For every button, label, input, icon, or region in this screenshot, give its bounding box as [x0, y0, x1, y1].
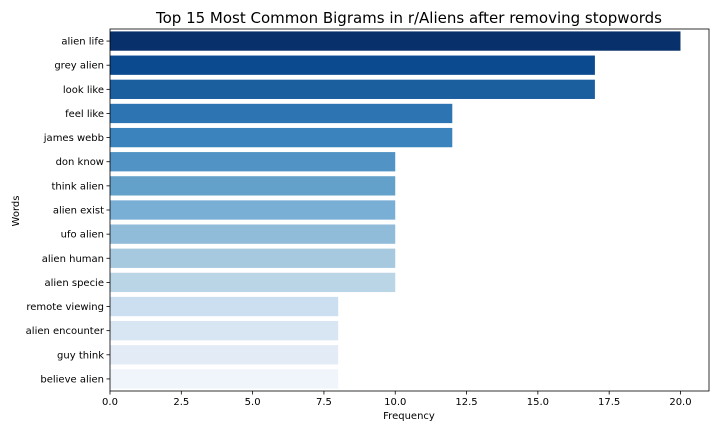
y-tick-label: don know: [56, 157, 104, 168]
bar: [110, 200, 396, 220]
x-tick-label: 10.0: [384, 397, 406, 408]
y-tick-label: ufo alien: [61, 230, 104, 241]
bar: [110, 152, 396, 172]
bar: [110, 345, 339, 365]
y-tick-label: alien exist: [53, 206, 104, 217]
y-tick-label: grey alien: [54, 61, 104, 72]
bar: [110, 176, 396, 196]
bar: [110, 296, 339, 317]
y-tick-label: guy think: [57, 350, 104, 361]
plot-frame: [109, 28, 710, 392]
x-axis-label: Frequency: [383, 411, 435, 422]
y-tick-label: look like: [63, 85, 104, 96]
bar: [110, 224, 396, 244]
y-tick-label: feel like: [65, 109, 104, 120]
x-tick-label: 17.5: [598, 397, 620, 408]
bar: [110, 103, 453, 124]
chart-title: Top 15 Most Common Bigrams in r/Aliens a…: [155, 9, 662, 27]
x-tick-label: 0.0: [102, 397, 118, 408]
bar: [110, 321, 339, 341]
y-tick-label: think alien: [51, 181, 104, 192]
bar: [110, 55, 595, 75]
bar: [110, 79, 595, 99]
y-tick-label: remote viewing: [26, 302, 104, 313]
y-axis-label: Words: [11, 196, 22, 227]
bar: [110, 248, 396, 268]
bar: [110, 127, 453, 148]
x-tick-label: 2.5: [173, 397, 189, 408]
y-tick-label: alien life: [61, 37, 104, 48]
x-tick-label: 5.0: [245, 397, 261, 408]
y-tick-label: believe alien: [40, 374, 104, 385]
x-tick-label: 7.5: [316, 397, 332, 408]
y-tick-label: alien human: [42, 254, 104, 265]
bar: [110, 369, 339, 389]
x-tick-label: 20.0: [669, 397, 691, 408]
y-tick-label: james webb: [43, 133, 104, 144]
x-tick-label: 15.0: [527, 397, 549, 408]
bar: [110, 272, 396, 293]
x-tick-label: 12.5: [455, 397, 477, 408]
y-tick-label: alien specie: [45, 278, 105, 289]
y-tick-label: alien encounter: [26, 326, 105, 337]
bar: [110, 31, 681, 51]
